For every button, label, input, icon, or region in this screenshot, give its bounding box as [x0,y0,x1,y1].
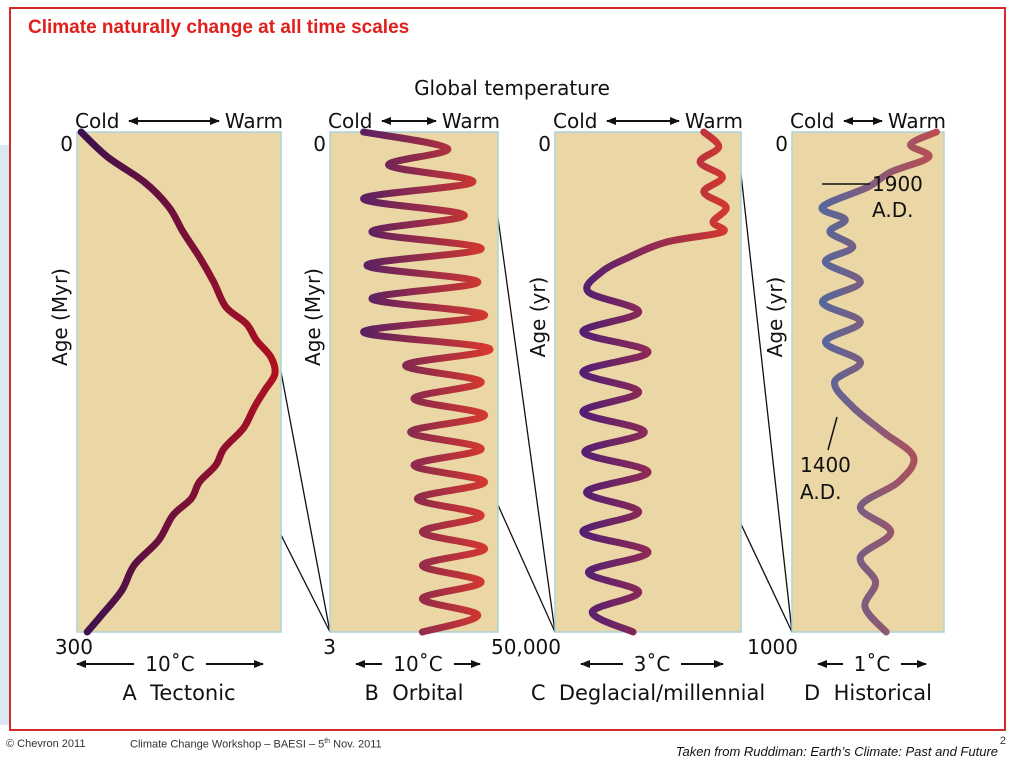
footer-workshop-sup: th [324,738,331,745]
y-axis-label: Age (yr) [763,277,787,358]
footer-copyright: © Chevron 2011 [6,738,86,750]
annotation-text: 1900 [872,172,923,196]
scale-label: 10˚C [145,652,194,676]
scale-label: 1˚C [854,652,891,676]
panel-background [329,131,499,633]
y-bottom-label: 50,000 [491,635,561,659]
annotation-text: A.D. [800,480,841,504]
panel-label: D Historical [804,681,932,705]
y-bottom-label: 1000 [747,635,798,659]
panel-label: A Tectonic [122,681,235,705]
y-top-label: 0 [313,132,326,156]
annotation-text: 1400 [800,453,851,477]
y-axis-label: Age (Myr) [301,268,325,366]
annotation-leader [827,416,838,451]
temperature-curve [579,128,730,636]
temperature-curve [360,128,494,636]
panel-label: C Deglacial/millennial [531,681,765,705]
panel-label: B Orbital [364,681,463,705]
slide-number: 2 [999,735,1006,747]
panel-background [76,131,282,633]
y-axis-label: Age (yr) [526,277,550,358]
panel-background [791,131,945,633]
temperature-curve [818,128,940,636]
annotation-text: A.D. [872,198,913,222]
scale-label: 10˚C [393,652,442,676]
cold-label: Cold [553,109,597,133]
y-top-label: 0 [60,132,73,156]
warm-label: Warm [685,109,743,133]
y-bottom-label: 300 [55,635,93,659]
cold-label: Cold [790,109,834,133]
warm-label: Warm [225,109,283,133]
figure-title: Global temperature [414,76,610,100]
annotation-1400: 1400 A.D. [800,416,851,504]
y-axis-label: Age (Myr) [48,268,72,366]
scale-label: 3˚C [634,652,671,676]
footer-workshop: Climate Change Workshop – BAESI – 5th No… [130,738,382,751]
temperature-curve [77,128,279,636]
y-top-label: 0 [775,132,788,156]
footer-workshop-date: Nov. 2011 [330,738,382,751]
y-top-label: 0 [538,132,551,156]
footer-source: Taken from Ruddiman: Earth’s Climate: Pa… [675,744,998,759]
slide-left-accent [0,145,9,725]
footer-workshop-text: Climate Change Workshop – BAESI – 5 [130,738,325,751]
panel-3: Cold Warm 0 50,000 Age (yr) 3˚C C Deglacial/mi… [491,109,765,705]
warm-label: Warm [442,109,500,133]
slide-title: Climate naturally change at all time sca… [28,17,410,38]
y-bottom-label: 3 [323,635,336,659]
